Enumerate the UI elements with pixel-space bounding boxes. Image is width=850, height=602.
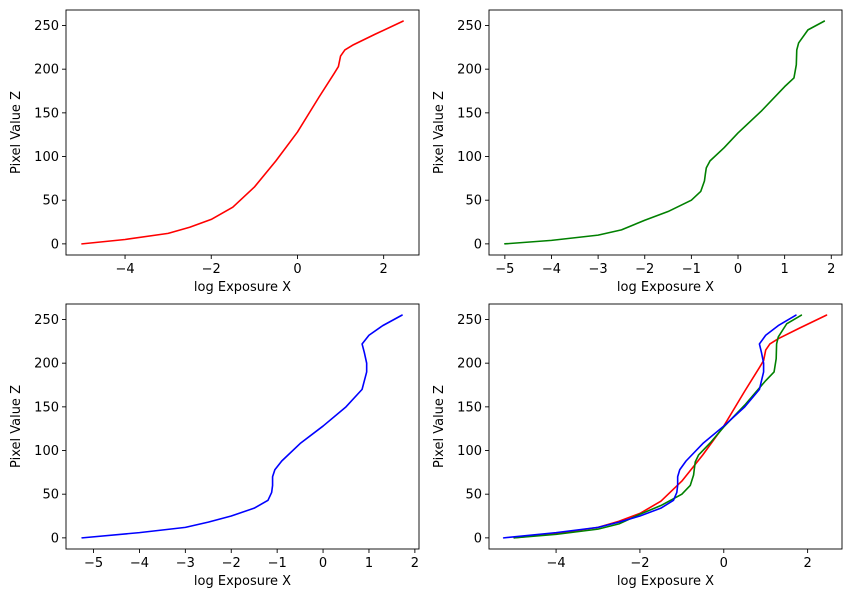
x-axis-label: log Exposure X (617, 574, 714, 589)
y-tick-label: 250 (457, 19, 482, 34)
x-tick-label: 1 (365, 556, 373, 571)
y-tick-label: 250 (457, 313, 482, 328)
x-tick-label: 2 (380, 262, 388, 277)
x-axis-label: log Exposure X (194, 280, 291, 295)
y-tick-label: 150 (34, 400, 59, 415)
x-tick-label: 0 (734, 262, 742, 277)
x-tick-label: 0 (720, 556, 728, 571)
y-tick-label: 150 (457, 400, 482, 415)
x-tick-label: −1 (268, 556, 287, 571)
x-tick-label: 1 (781, 262, 789, 277)
x-tick-label: −3 (176, 556, 195, 571)
y-tick-label: 0 (474, 531, 482, 546)
y-tick-label: 200 (34, 357, 59, 372)
series-line-1 (81, 314, 403, 539)
x-tick-label: −2 (630, 556, 649, 571)
y-tick-label: 150 (34, 106, 59, 121)
y-tick-label: 50 (465, 194, 482, 209)
y-tick-label: 200 (457, 357, 482, 372)
y-tick-label: 100 (34, 150, 59, 165)
y-tick-label: 50 (465, 488, 482, 503)
chart-panel-1: −4 −2 0 2 0 50 100 150 200 250 log Exposure X Pixel… (9, 9, 420, 295)
y-axis-label: Pixel Value Z (432, 91, 447, 174)
x-tick-label: 2 (803, 556, 811, 571)
series-line-2 (513, 314, 803, 539)
x-tick-label: −3 (589, 262, 608, 277)
y-tick-label: 0 (51, 237, 59, 252)
x-tick-label: −2 (222, 556, 241, 571)
x-axis-label: log Exposure X (194, 574, 291, 589)
x-tick-label: −4 (546, 556, 565, 571)
series-line-3 (502, 314, 797, 539)
y-tick-label: 250 (34, 313, 59, 328)
y-tick-label: 0 (474, 237, 482, 252)
x-axis-label: log Exposure X (617, 280, 714, 295)
axes-frame (488, 303, 843, 550)
x-tick-label: −2 (202, 262, 221, 277)
x-tick-label: −1 (682, 262, 701, 277)
x-tick-label: −5 (84, 556, 103, 571)
x-tick-label: −5 (495, 262, 514, 277)
axes-frame (65, 303, 420, 550)
series-line-1 (513, 314, 828, 539)
y-tick-label: 200 (34, 63, 59, 78)
y-tick-label: 100 (457, 150, 482, 165)
axes-frame (488, 9, 843, 256)
y-axis-label: Pixel Value Z (9, 385, 24, 468)
chart-panel-4: −4 −2 0 2 0 50 100 150 200 250 log Exposure X Pixel… (432, 303, 843, 589)
x-tick-label: −4 (130, 556, 149, 571)
axes-frame (65, 9, 420, 256)
series-line-1 (81, 20, 404, 245)
x-tick-label: −4 (115, 262, 134, 277)
y-tick-label: 250 (34, 19, 59, 34)
x-tick-label: −4 (542, 262, 561, 277)
y-tick-label: 150 (457, 106, 482, 121)
y-tick-label: 100 (457, 444, 482, 459)
y-tick-label: 0 (51, 531, 59, 546)
series-line-1 (504, 20, 826, 245)
y-tick-label: 50 (42, 488, 59, 503)
chart-panel-2: −5 −4 −3 −2 −1 0 1 2 0 50 100 150 200 250 log Exposure… (432, 9, 843, 295)
y-tick-label: 100 (34, 444, 59, 459)
x-tick-label: 0 (319, 556, 327, 571)
y-axis-label: Pixel Value Z (9, 91, 24, 174)
y-tick-label: 50 (42, 194, 59, 209)
x-tick-label: 2 (827, 262, 835, 277)
y-tick-label: 200 (457, 63, 482, 78)
y-axis-label: Pixel Value Z (432, 385, 447, 468)
chart-panel-3: −5 −4 −3 −2 −1 0 1 2 0 50 100 150 200 250 log Exposure… (9, 303, 420, 589)
x-tick-label: −2 (635, 262, 654, 277)
x-tick-label: 0 (293, 262, 301, 277)
x-tick-label: 2 (411, 556, 419, 571)
